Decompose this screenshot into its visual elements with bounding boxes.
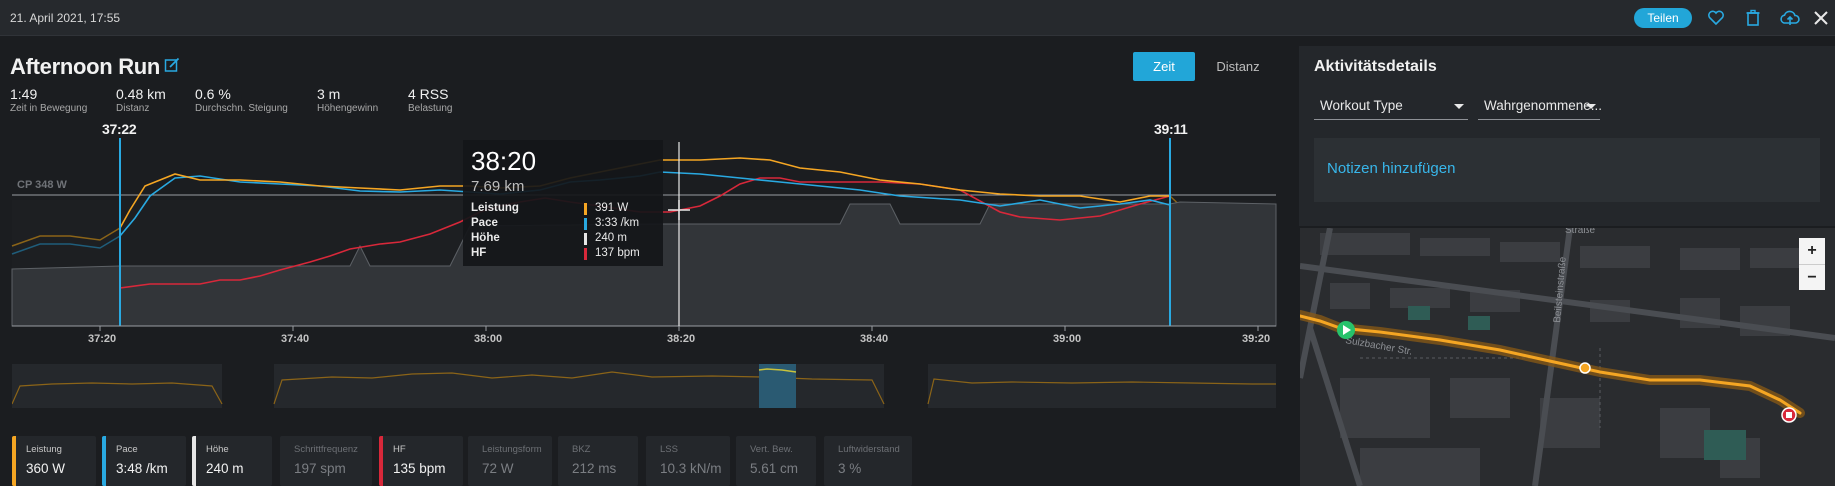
hr-swatch — [584, 248, 587, 260]
x-tick-label: 38:00 — [474, 333, 503, 345]
navigator-power-line-3 — [927, 378, 1276, 405]
metric-power[interactable]: Leistung 360 W — [12, 436, 96, 486]
close-icon[interactable] — [1812, 8, 1830, 28]
pace-line-outside-left — [11, 235, 121, 255]
metric-cadence[interactable]: Schrittfrequenz 197 spm — [280, 436, 372, 486]
activity-datetime: 21. April 2021, 17:55 — [10, 11, 121, 25]
map-buildings — [1320, 233, 1820, 486]
stop-icon — [1786, 412, 1792, 418]
stat-moving-time: 1:49 Zeit in Bewegung — [10, 86, 88, 114]
x-tick-label: 39:20 — [1242, 333, 1271, 345]
street-label-top: Straße — [1565, 228, 1595, 236]
stat-stress: 4 RSS Belastung — [408, 86, 453, 114]
range-end-label: 39:11 — [1154, 121, 1188, 137]
metric-elevation[interactable]: Höhe 240 m — [192, 436, 272, 486]
x-tick-label: 37:40 — [281, 333, 310, 345]
pace-swatch — [584, 218, 587, 230]
tab-distanz[interactable]: Distanz — [1216, 59, 1260, 74]
navigator-segment-3 — [928, 364, 1276, 408]
metric-hr-swatch — [379, 436, 383, 486]
navigator-selection-line — [758, 368, 797, 373]
map-footpaths — [1360, 348, 1601, 428]
stat-elevation-gain: 3 m Höhengewinn — [317, 86, 379, 114]
hover-tooltip: 38:20 7.69 km Leistung 391 W Pace 3:33 /… — [463, 140, 663, 266]
cloud-upload-icon[interactable] — [1778, 8, 1802, 28]
zoom-in-button[interactable]: + — [1799, 238, 1825, 264]
chevron-down-icon — [1454, 104, 1464, 109]
metric-pace[interactable]: Pace 3:48 /km — [102, 436, 186, 486]
activity-title: Afternoon Run — [10, 54, 161, 79]
details-heading: Aktivitätsdetails — [1314, 58, 1437, 75]
range-navigator[interactable] — [12, 364, 1276, 408]
navigator-power-line-1 — [12, 382, 223, 405]
position-marker — [1579, 362, 1591, 374]
x-tick-label: 38:40 — [860, 333, 889, 345]
play-icon — [1343, 325, 1351, 335]
map-green-area — [1408, 306, 1430, 320]
stat-avg-grade: 0.6 % Durchschn. Steigung — [195, 86, 288, 114]
range-start-label: 37:22 — [102, 121, 137, 137]
map-canvas[interactable]: Straße Beilsteinstraße Sulzbacher Str. — [1300, 228, 1835, 486]
top-bar: 21. April 2021, 17:55 Teilen — [0, 0, 1835, 36]
metric-elevation-swatch — [192, 436, 196, 486]
x-tick-label: 38:20 — [667, 333, 696, 345]
metric-pace-swatch — [102, 436, 106, 486]
tooltip-distance: 7.69 km — [471, 178, 525, 195]
route-map[interactable]: Straße Beilsteinstraße Sulzbacher Str. — [1300, 228, 1835, 486]
x-tick-label: 37:20 — [88, 333, 117, 345]
heart-icon[interactable] — [1706, 8, 1726, 28]
tooltip-time: 38:20 — [471, 146, 537, 176]
power-line-outside-left — [11, 227, 121, 247]
activity-details-panel: Aktivitätsdetails Workout Type Wahrgenom… — [1299, 46, 1835, 226]
metric-heart-rate[interactable]: HF 135 bpm — [379, 436, 463, 486]
chevron-down-icon — [1586, 104, 1596, 109]
add-notes-button[interactable]: Notizen hinzufügen — [1314, 138, 1820, 202]
zoom-out-button[interactable]: − — [1799, 264, 1825, 290]
x-tick-label: 39:00 — [1053, 333, 1082, 345]
tab-zeit[interactable]: Zeit — [1133, 52, 1195, 81]
power-swatch — [584, 203, 587, 215]
metric-air-resistance[interactable]: Luftwiderstand 3 % — [824, 436, 912, 486]
workout-type-dropdown[interactable]: Workout Type — [1314, 94, 1468, 120]
trash-icon[interactable] — [1743, 8, 1763, 28]
metric-form-power[interactable]: Leistungsform 72 W — [468, 436, 552, 486]
metric-power-swatch — [12, 436, 16, 486]
share-button[interactable]: Teilen — [1634, 8, 1692, 28]
metric-gct[interactable]: BKZ 212 ms — [558, 436, 638, 486]
metric-vertical-oscillation[interactable]: Vert. Bew. 5.61 cm — [736, 436, 816, 486]
map-green-area — [1468, 316, 1490, 330]
map-green-area — [1704, 430, 1746, 460]
elevation-swatch — [584, 233, 587, 245]
perceived-effort-dropdown[interactable]: Wahrgenommene... — [1478, 94, 1602, 120]
stat-distance: 0.48 km Distanz — [116, 86, 166, 114]
metric-lss[interactable]: LSS 10.3 kN/m — [646, 436, 730, 486]
cp-label: CP 348 W — [17, 179, 68, 191]
edit-icon[interactable] — [164, 57, 180, 73]
navigator-segment-1 — [12, 364, 222, 408]
